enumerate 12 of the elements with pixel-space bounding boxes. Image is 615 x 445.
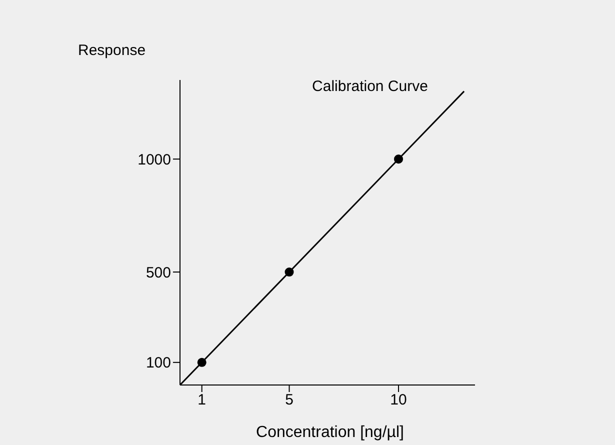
x-tick-label: 10 [390,392,407,409]
point [394,154,404,164]
y-tick-label: 100 [146,354,171,372]
x-axis-title: Concentration [ng/µl] [255,424,405,442]
y-tick-label: 500 [146,264,171,282]
x-tick-label: 1 [198,392,206,409]
y-tick-label: 1000 [138,151,171,168]
chart-title: Calibration Curve [311,78,429,95]
point [284,268,294,277]
point [197,358,206,367]
y-axis-title: Response [78,42,146,59]
x-tick-label: 5 [285,392,294,409]
